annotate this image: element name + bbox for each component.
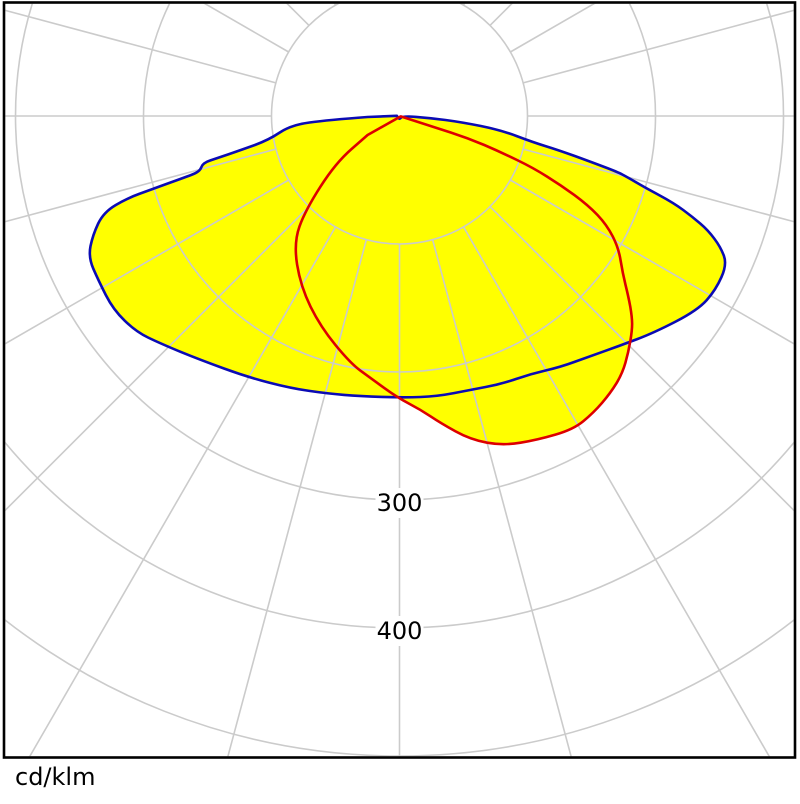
ring-label-300: 300 <box>377 489 423 517</box>
ring-label-400: 400 <box>377 617 423 645</box>
unit-label: cd/klm <box>15 763 95 791</box>
